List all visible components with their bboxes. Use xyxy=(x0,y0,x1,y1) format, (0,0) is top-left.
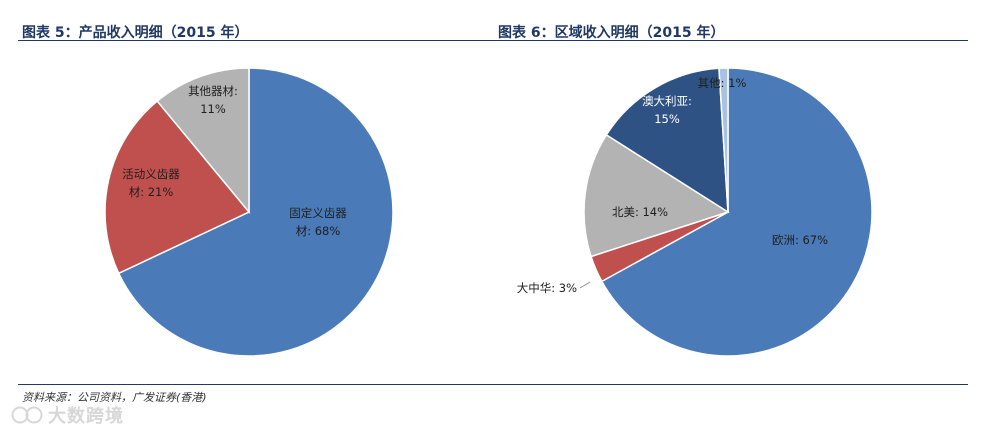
pie-regional-label-1: 欧洲: 67% xyxy=(772,233,828,247)
pie-regional-leader-line-2 xyxy=(579,281,591,289)
watermark-text: 大数跨境 xyxy=(48,406,124,427)
header-divider xyxy=(18,40,968,41)
pie-regional-slice-1 xyxy=(600,67,873,357)
pie-product-label-1: 固定义齿器材: 68% xyxy=(289,206,347,238)
watermark-logo-icon xyxy=(11,406,43,424)
pie-product-label-3: 其他器材: 11% xyxy=(188,84,238,116)
pie-regional-label-3: 北美: 14% xyxy=(612,205,668,219)
pie-regional-label-5: 其他: 1% xyxy=(698,76,747,90)
pie-regional-label-4: 澳大利亚: 15% xyxy=(642,94,692,126)
pie-regional-slice-5 xyxy=(718,67,729,213)
pie-chart-product-revenue: 固定义齿器材: 68% 活动义齿器材: 21% 其他器材: 11% xyxy=(104,67,394,357)
chart-title-product-revenue: 图表 5：产品收入明细（2015 年） xyxy=(22,25,249,41)
pie-product-slice-1 xyxy=(117,67,394,357)
footer-divider xyxy=(18,384,968,385)
pie-regional-slice-3 xyxy=(583,133,730,258)
pie-chart-regional-revenue: 欧洲: 67% 大中华: 3% 北美: 14% 澳大利亚: 15% 其他: 1% xyxy=(517,67,873,357)
pie-product-slice-2 xyxy=(104,99,251,275)
pie-product-label-2: 活动义齿器材: 21% xyxy=(122,167,180,199)
pie-regional-slice-4 xyxy=(605,67,729,214)
watermark: 大数跨境 xyxy=(10,403,124,427)
pie-regional-label-2: 大中华: 3% xyxy=(517,281,577,295)
pie-product-slice-3 xyxy=(156,67,250,215)
source-note: 资料来源：公司资料，广发证券(香港) xyxy=(22,391,207,404)
chart-title-regional-revenue: 图表 6：区域收入明细（2015 年） xyxy=(498,25,725,41)
